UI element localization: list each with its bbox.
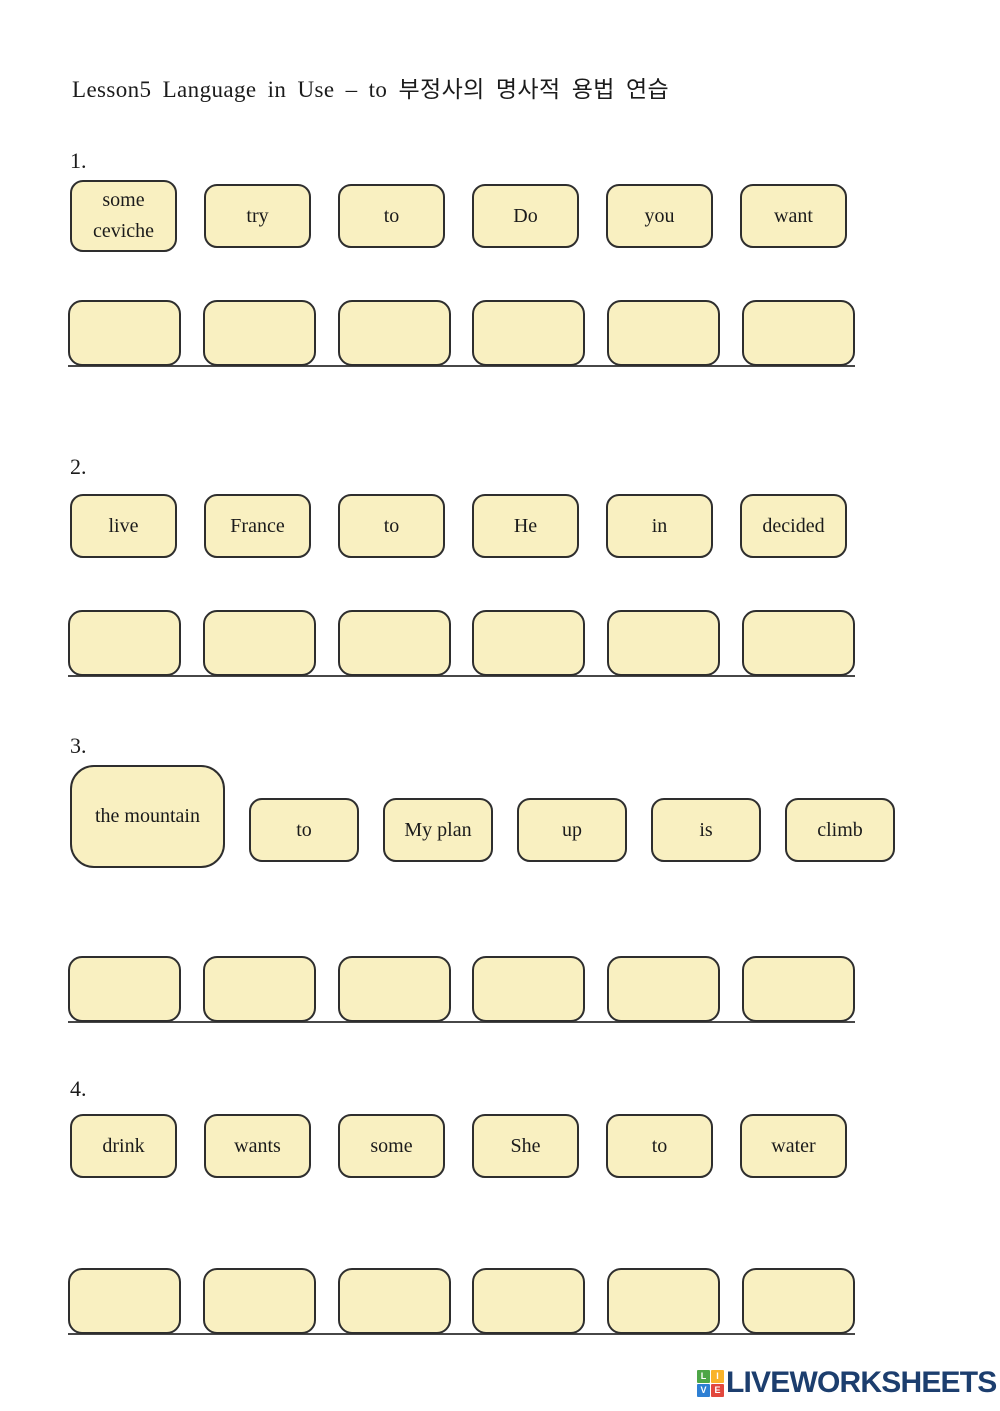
answer-slot[interactable] <box>607 956 721 1022</box>
answer-slot[interactable] <box>68 956 181 1022</box>
word-card[interactable]: the mountain <box>70 765 225 868</box>
word-card[interactable]: in <box>606 494 713 558</box>
word-card[interactable]: some <box>338 1114 445 1178</box>
word-card[interactable]: decided <box>740 494 847 558</box>
answer-slot[interactable] <box>741 956 855 1022</box>
answer-slot[interactable] <box>337 300 451 366</box>
word-card[interactable]: to <box>606 1114 713 1178</box>
word-card-row: some ceviche try to Do you want <box>70 180 847 252</box>
answer-slot[interactable] <box>472 956 586 1022</box>
answer-slot[interactable] <box>337 956 451 1022</box>
word-card[interactable]: France <box>204 494 311 558</box>
liveworksheets-grid-icon: L I V E <box>697 1369 724 1397</box>
word-card-row: the mountain to My plan up is climb <box>70 765 895 868</box>
liveworksheets-logo: L I V E LIVEWORKSHEETS <box>697 1368 997 1398</box>
word-card[interactable]: to <box>338 494 445 558</box>
word-card[interactable]: want <box>740 184 847 248</box>
word-card[interactable]: to <box>338 184 445 248</box>
answer-slot[interactable] <box>607 1268 721 1334</box>
word-card[interactable]: to <box>249 798 359 862</box>
liveworksheets-wordmark: LIVEWORKSHEETS <box>726 1366 997 1399</box>
answer-slot-row <box>68 610 855 678</box>
word-card[interactable]: She <box>472 1114 579 1178</box>
word-card[interactable]: wants <box>204 1114 311 1178</box>
word-card[interactable]: try <box>204 184 311 248</box>
answer-slot[interactable] <box>741 1268 855 1334</box>
answer-slot-row <box>68 300 855 368</box>
word-card[interactable]: is <box>651 798 761 862</box>
exercise-number: 3. <box>70 733 87 758</box>
answer-slot[interactable] <box>202 610 316 676</box>
word-card[interactable]: some ceviche <box>70 180 177 252</box>
word-card[interactable]: water <box>740 1114 847 1178</box>
word-card-row: live France to He in decided <box>70 492 847 560</box>
word-card[interactable]: drink <box>70 1114 177 1178</box>
logo-square-v: V <box>697 1383 710 1397</box>
word-card-row: drink wants some She to water <box>70 1113 847 1179</box>
answer-slot[interactable] <box>607 300 721 366</box>
answer-slot[interactable] <box>68 1268 181 1334</box>
answer-slot[interactable] <box>741 610 855 676</box>
word-card[interactable]: up <box>517 798 627 862</box>
logo-square-l: L <box>697 1369 710 1383</box>
answer-slot[interactable] <box>202 300 316 366</box>
answer-slot[interactable] <box>337 610 451 676</box>
answer-slot[interactable] <box>741 300 855 366</box>
exercise-number: 4. <box>70 1076 87 1101</box>
logo-square-i: I <box>711 1369 724 1383</box>
answer-slot[interactable] <box>472 610 586 676</box>
answer-slot[interactable] <box>68 300 181 366</box>
answer-slot[interactable] <box>202 1268 316 1334</box>
exercise-number: 2. <box>70 454 87 479</box>
word-card[interactable]: My plan <box>383 798 493 862</box>
answer-slot[interactable] <box>68 610 181 676</box>
answer-slot[interactable] <box>472 1268 586 1334</box>
word-card[interactable]: He <box>472 494 579 558</box>
worksheet-title: Lesson5 Language in Use – to 부정사의 명사적 용법… <box>72 77 670 102</box>
answer-slot[interactable] <box>202 956 316 1022</box>
exercise-number: 1. <box>70 148 87 173</box>
answer-slot[interactable] <box>472 300 586 366</box>
answer-slot-row <box>68 1268 855 1336</box>
answer-slot-row <box>68 956 855 1024</box>
word-card[interactable]: climb <box>785 798 895 862</box>
word-card[interactable]: Do <box>472 184 579 248</box>
answer-slot[interactable] <box>337 1268 451 1334</box>
word-card[interactable]: you <box>606 184 713 248</box>
word-card[interactable]: live <box>70 494 177 558</box>
answer-slot[interactable] <box>607 610 721 676</box>
logo-square-e: E <box>711 1383 724 1397</box>
